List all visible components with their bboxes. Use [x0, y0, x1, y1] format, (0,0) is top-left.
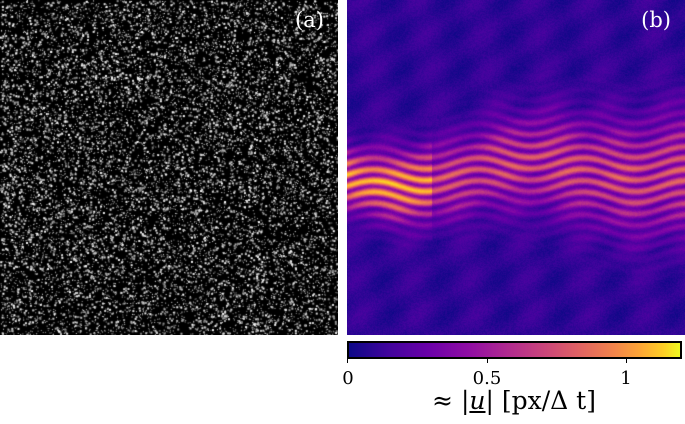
velocity-magnitude-image — [347, 0, 685, 335]
colorbar-tick — [487, 359, 488, 363]
colorbar-label-suffix: | [px/Δ t] — [485, 386, 596, 415]
colorbar-label-symbol: u — [469, 386, 486, 415]
colorbar — [347, 341, 682, 359]
colorbar-tick-label: 0 — [342, 368, 354, 389]
colorbar-tick — [626, 359, 627, 363]
velocity-magnitude-panel: (b) — [347, 0, 685, 335]
colorbar-tick-label: 0.5 — [472, 368, 502, 389]
colorbar-label: ≈ |u| [px/Δ t] — [432, 386, 596, 415]
panel-label-b: (b) — [641, 8, 671, 32]
colorbar-tick-label: 1 — [620, 368, 632, 389]
panel-label-a: (a) — [295, 8, 324, 32]
colorbar-label-prefix: ≈ | — [432, 386, 470, 415]
colorbar-tick — [347, 359, 348, 363]
particle-image — [0, 0, 338, 335]
particle-image-panel: (a) — [0, 0, 338, 335]
